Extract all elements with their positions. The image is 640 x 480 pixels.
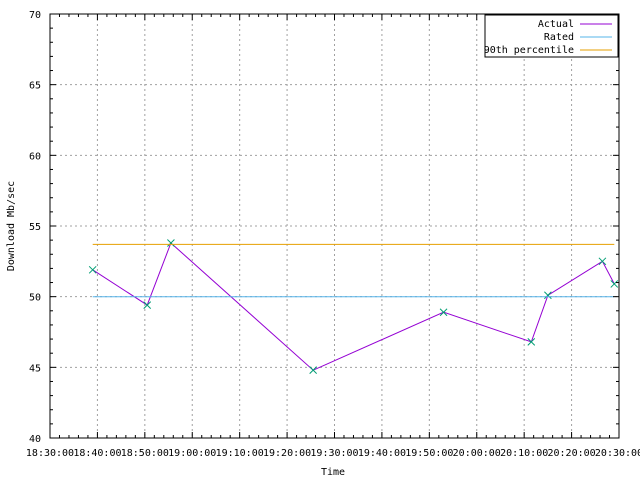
x-tick-label: 19:40:00 bbox=[358, 448, 406, 459]
x-tick-label: 20:10:00 bbox=[500, 448, 548, 459]
data-point-actual bbox=[439, 308, 448, 317]
data-point-actual bbox=[544, 291, 552, 300]
data-point-actual bbox=[88, 265, 97, 274]
data-point-actual bbox=[610, 280, 619, 288]
legend: Actual Rated 90th percentile bbox=[484, 14, 619, 58]
x-tick-label: 20:30:00 bbox=[595, 448, 640, 459]
y-tick-label: 45 bbox=[29, 363, 41, 374]
x-tick-label: 20:20:00 bbox=[547, 448, 595, 459]
y-tick-label: 40 bbox=[29, 434, 41, 445]
series-line-actual bbox=[92, 242, 615, 371]
x-tick-label: 19:00:00 bbox=[168, 448, 216, 459]
x-tick-label: 19:50:00 bbox=[405, 448, 453, 459]
legend-label-rated: Rated bbox=[544, 32, 574, 43]
grid bbox=[50, 14, 619, 438]
y-tick-label: 70 bbox=[29, 10, 41, 21]
plot-series bbox=[88, 239, 619, 375]
y-axis-tick-labels: 40 45 50 55 60 65 70 bbox=[29, 10, 41, 445]
x-tick-label: 18:50:00 bbox=[121, 448, 169, 459]
x-tick-label: 18:40:00 bbox=[73, 448, 121, 459]
y-tick-label: 65 bbox=[29, 81, 41, 92]
y-tick-label: 60 bbox=[29, 151, 41, 162]
x-tick-label: 19:20:00 bbox=[263, 448, 311, 459]
y-tick-label: 55 bbox=[29, 222, 41, 233]
x-tick-label: 19:30:00 bbox=[310, 448, 358, 459]
x-tick-label: 19:10:00 bbox=[216, 448, 264, 459]
y-axis-label: Download Mb/sec bbox=[6, 181, 17, 271]
x-axis-label: Time bbox=[321, 467, 345, 478]
data-point-actual bbox=[598, 257, 607, 266]
data-point-actual bbox=[527, 338, 536, 346]
x-tick-label: 18:30:00 bbox=[26, 448, 74, 459]
legend-label-90th-percentile: 90th percentile bbox=[484, 45, 574, 56]
y-tick-label: 50 bbox=[29, 293, 41, 304]
legend-label-actual: Actual bbox=[538, 19, 574, 30]
data-point-actual bbox=[309, 366, 318, 375]
data-point-actual bbox=[167, 239, 175, 247]
axis-ticks bbox=[49, 13, 620, 439]
x-axis-tick-labels: 18:30:00 18:40:00 18:50:00 19:00:00 19:10:00… bbox=[26, 448, 640, 459]
data-point-actual bbox=[143, 301, 152, 310]
x-tick-label: 20:00:00 bbox=[453, 448, 501, 459]
